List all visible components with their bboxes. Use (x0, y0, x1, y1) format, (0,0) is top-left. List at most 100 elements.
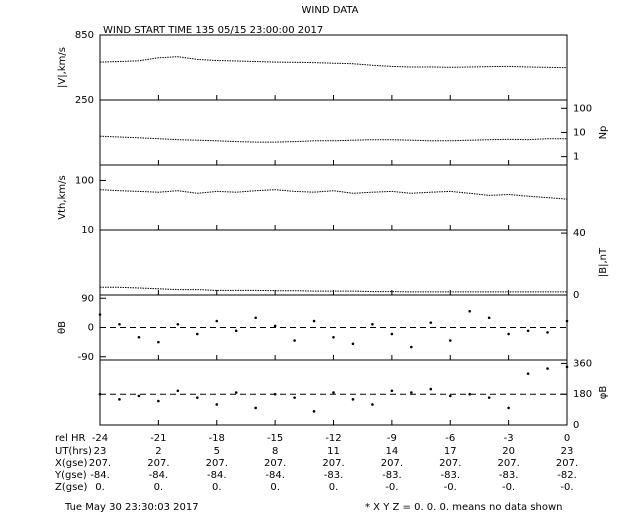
row-cell: 0. (329, 482, 339, 493)
data-point (410, 345, 413, 349)
x-tick-label: -12 (325, 433, 341, 444)
x-tick-label: -3 (504, 433, 514, 444)
data-point (526, 329, 530, 333)
data-point (137, 335, 141, 339)
row-cell: 11 (327, 446, 340, 457)
data-point (118, 322, 121, 326)
data-point (293, 339, 296, 342)
data-point (254, 316, 257, 320)
data-point (332, 391, 335, 394)
row-cell: 0. (212, 482, 222, 493)
y-tick-label: 0 (573, 290, 579, 301)
y-tick-label: 10 (81, 225, 94, 236)
data-point (448, 394, 452, 398)
data-point (390, 332, 394, 336)
y-tick-label: 250 (75, 95, 94, 106)
x-tick-label: -15 (267, 433, 283, 444)
data-point (332, 335, 335, 339)
data-point (429, 387, 433, 391)
x-tick-label: -18 (209, 433, 225, 444)
row-cell: -84. (149, 470, 169, 481)
row-cell: 17 (444, 446, 457, 457)
row-cell: -83. (382, 470, 402, 481)
data-point (565, 319, 569, 323)
row-cell: 23 (561, 446, 574, 457)
data-point (371, 403, 374, 406)
x-tick-label: -9 (387, 433, 397, 444)
y-tick-label: 0 (573, 420, 579, 431)
y-axis-label: Np (598, 126, 609, 140)
data-point (351, 398, 355, 401)
y-tick-label: 90 (81, 293, 94, 304)
data-point (312, 410, 316, 413)
data-line (100, 286, 567, 293)
data-point (157, 399, 160, 403)
data-point (487, 396, 491, 399)
row-cell: 207. (497, 458, 519, 469)
row-cell: 207. (264, 458, 286, 469)
y-tick-label: 0 (88, 323, 94, 334)
row-cell: -0. (444, 482, 457, 493)
data-point (195, 332, 199, 336)
row-cell: -82. (557, 470, 577, 481)
data-point (448, 339, 452, 342)
row-cell: 14 (386, 446, 399, 457)
data-point (118, 398, 121, 401)
row-cell: 23 (94, 446, 107, 457)
data-point (468, 309, 472, 313)
row-cell: 207. (322, 458, 344, 469)
note: * X Y Z = 0. 0. 0. means no data shown (365, 502, 563, 512)
data-point (137, 394, 141, 398)
data-point (98, 313, 102, 316)
data-point (507, 406, 510, 410)
data-point (507, 332, 510, 336)
row-cell: -0. (385, 482, 398, 493)
row-cell: 207. (206, 458, 228, 469)
y-tick-label: -90 (78, 352, 94, 363)
row-cell: 207. (147, 458, 169, 469)
data-point (234, 391, 238, 394)
data-point (254, 406, 257, 410)
row-cell: -83. (499, 470, 519, 481)
y-axis-label: |B|,nT (598, 247, 609, 277)
y-axis-label: θB (57, 321, 68, 334)
data-line (99, 56, 568, 69)
data-line (99, 135, 567, 143)
data-point (98, 392, 102, 396)
row-cell: 207. (439, 458, 461, 469)
row-cell: 0. (95, 482, 105, 493)
data-point (195, 396, 199, 399)
row-cell: 207. (556, 458, 578, 469)
row-label: UT(hrs) (55, 446, 92, 457)
row-cell: 5 (214, 446, 220, 457)
row-cell: -0. (560, 482, 573, 493)
y-axis-label: φB (598, 386, 609, 400)
data-point (546, 367, 549, 370)
data-point (293, 396, 296, 399)
y-tick-label: 180 (573, 389, 592, 400)
data-point (157, 340, 160, 344)
data-point (351, 342, 355, 346)
row-cell: -84. (207, 470, 227, 481)
row-cell: -83. (440, 470, 460, 481)
row-cell: 8 (272, 446, 278, 457)
data-point (429, 321, 433, 324)
y-tick-label: 10 (573, 127, 586, 138)
x-tick-label: 0 (564, 433, 570, 444)
data-point (565, 365, 569, 369)
title: WIND DATA (302, 5, 359, 16)
data-point (215, 319, 219, 323)
data-point (390, 389, 394, 393)
y-tick-label: 1 (573, 152, 579, 163)
y-tick-label: 100 (573, 103, 592, 114)
x-tick-label: -24 (92, 433, 108, 444)
data-point (273, 324, 277, 328)
data-line (99, 189, 568, 200)
row-cell: -0. (502, 482, 515, 493)
row-cell: 207. (381, 458, 403, 469)
data-point (273, 392, 277, 396)
data-point (468, 392, 472, 396)
row-cell: 0. (154, 482, 164, 493)
row-label: Y(gse) (54, 470, 87, 481)
